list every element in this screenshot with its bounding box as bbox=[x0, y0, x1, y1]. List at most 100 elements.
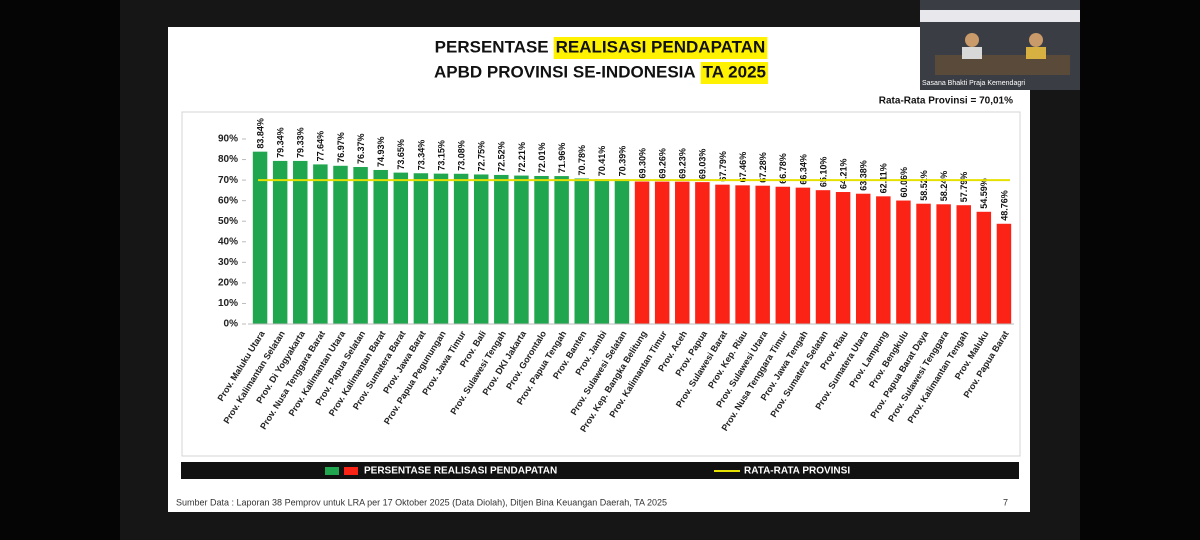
legend-swatch bbox=[344, 467, 358, 475]
bar bbox=[473, 174, 489, 324]
bar bbox=[795, 187, 811, 324]
value-label: 70.39% bbox=[617, 146, 627, 177]
y-tick-label: 70% bbox=[218, 175, 238, 186]
y-tick-label: 0% bbox=[224, 319, 239, 330]
bar bbox=[514, 175, 529, 324]
value-label: 83.84% bbox=[255, 118, 265, 149]
bar bbox=[353, 167, 368, 324]
bar bbox=[775, 186, 791, 324]
video-caption: Sasana Bhakti Praja Kemendagri bbox=[922, 80, 1026, 87]
value-label: 76.37% bbox=[356, 133, 366, 164]
y-tick-label: 90% bbox=[218, 134, 238, 145]
value-label: 69.03% bbox=[698, 149, 708, 180]
value-label: 71.96% bbox=[557, 143, 567, 174]
thumbnail-desk bbox=[935, 55, 1070, 75]
value-label: 72.75% bbox=[477, 141, 487, 172]
value-label: 69.26% bbox=[658, 148, 668, 179]
value-label: 79.33% bbox=[296, 127, 306, 158]
bar bbox=[494, 174, 509, 324]
chart-title: APBD PROVINSI SE-INDONESIA bbox=[434, 62, 696, 81]
bar bbox=[554, 176, 569, 324]
y-tick-label: 60% bbox=[218, 195, 238, 206]
chart-title: PERSENTASE bbox=[435, 37, 549, 56]
thumbnail-person bbox=[1026, 47, 1046, 59]
value-label: 74.93% bbox=[376, 136, 386, 167]
value-label: 57.79% bbox=[959, 172, 969, 203]
value-label: 62.11% bbox=[879, 163, 889, 193]
bar bbox=[373, 169, 388, 324]
value-label: 73.15% bbox=[436, 140, 446, 171]
value-label: 58.52% bbox=[919, 170, 929, 201]
title-highlight bbox=[553, 37, 768, 59]
bar bbox=[916, 203, 931, 324]
bar bbox=[293, 160, 308, 324]
title-highlight bbox=[700, 62, 768, 84]
thumbnail-person bbox=[965, 33, 979, 47]
y-tick-label: 50% bbox=[218, 216, 238, 227]
source-note: Sumber Data : Laporan 38 Pemprov untuk L… bbox=[176, 497, 667, 507]
legend-label: PERSENTASE REALISASI PENDAPATAN bbox=[364, 466, 557, 477]
value-label: 67.46% bbox=[738, 152, 748, 183]
bar bbox=[574, 178, 589, 324]
bar bbox=[333, 165, 348, 324]
average-annotation: Rata-Rata Provinsi = 70,01% bbox=[879, 96, 1013, 107]
bar bbox=[835, 192, 851, 324]
legend-swatch bbox=[325, 467, 339, 475]
value-label: 58.24% bbox=[939, 171, 949, 202]
bar bbox=[634, 181, 650, 324]
plot-frame bbox=[181, 111, 1021, 457]
bar bbox=[936, 204, 951, 324]
bar bbox=[896, 200, 911, 324]
value-label: 66.78% bbox=[778, 153, 788, 184]
bar bbox=[956, 205, 971, 324]
bar bbox=[976, 211, 992, 324]
value-label: 76.97% bbox=[336, 132, 346, 163]
y-tick-label: 80% bbox=[218, 154, 238, 165]
value-label: 67.79% bbox=[718, 151, 728, 182]
value-label: 63.38% bbox=[859, 160, 869, 191]
value-label: 54.59% bbox=[979, 178, 989, 209]
bar bbox=[876, 196, 891, 324]
value-label: 70.41% bbox=[597, 146, 607, 177]
value-label: 69.30% bbox=[637, 148, 647, 179]
bar bbox=[272, 160, 288, 324]
bar bbox=[313, 164, 328, 324]
legend-label: RATA-RATA PROVINSI bbox=[744, 466, 850, 477]
value-label: 60.06% bbox=[899, 167, 909, 198]
value-label: 70.78% bbox=[577, 145, 587, 176]
bar bbox=[433, 173, 449, 324]
value-label: 65.10% bbox=[818, 157, 828, 188]
value-label: 73.08% bbox=[456, 140, 466, 171]
bar bbox=[675, 181, 690, 324]
y-tick-label: 30% bbox=[218, 257, 238, 268]
bar bbox=[755, 185, 770, 324]
bar bbox=[695, 182, 710, 324]
value-label: 72.01% bbox=[537, 142, 547, 173]
bar bbox=[815, 190, 831, 324]
value-label: 48.76% bbox=[999, 190, 1009, 221]
thumbnail-wall bbox=[920, 10, 1080, 22]
thumbnail-person bbox=[962, 47, 982, 59]
y-tick-label: 40% bbox=[218, 236, 238, 247]
page-number: 7 bbox=[1003, 497, 1008, 507]
bar bbox=[413, 173, 429, 324]
y-tick-label: 10% bbox=[218, 298, 238, 309]
bar bbox=[654, 181, 670, 324]
bar bbox=[996, 223, 1012, 324]
value-label: 73.65% bbox=[396, 139, 406, 170]
value-label: 72.52% bbox=[497, 141, 507, 172]
value-label: 73.34% bbox=[416, 140, 426, 171]
value-label: 64.21% bbox=[838, 158, 848, 189]
bar bbox=[735, 185, 750, 324]
bar bbox=[715, 184, 730, 324]
bar bbox=[393, 172, 409, 324]
value-label: 72.21% bbox=[517, 142, 527, 173]
bar bbox=[534, 175, 549, 324]
y-tick-label: 20% bbox=[218, 278, 238, 289]
value-label: 69.23% bbox=[678, 148, 688, 179]
bar bbox=[252, 151, 268, 324]
thumbnail-person bbox=[1029, 33, 1043, 47]
bar bbox=[594, 179, 610, 324]
bar bbox=[453, 173, 469, 324]
